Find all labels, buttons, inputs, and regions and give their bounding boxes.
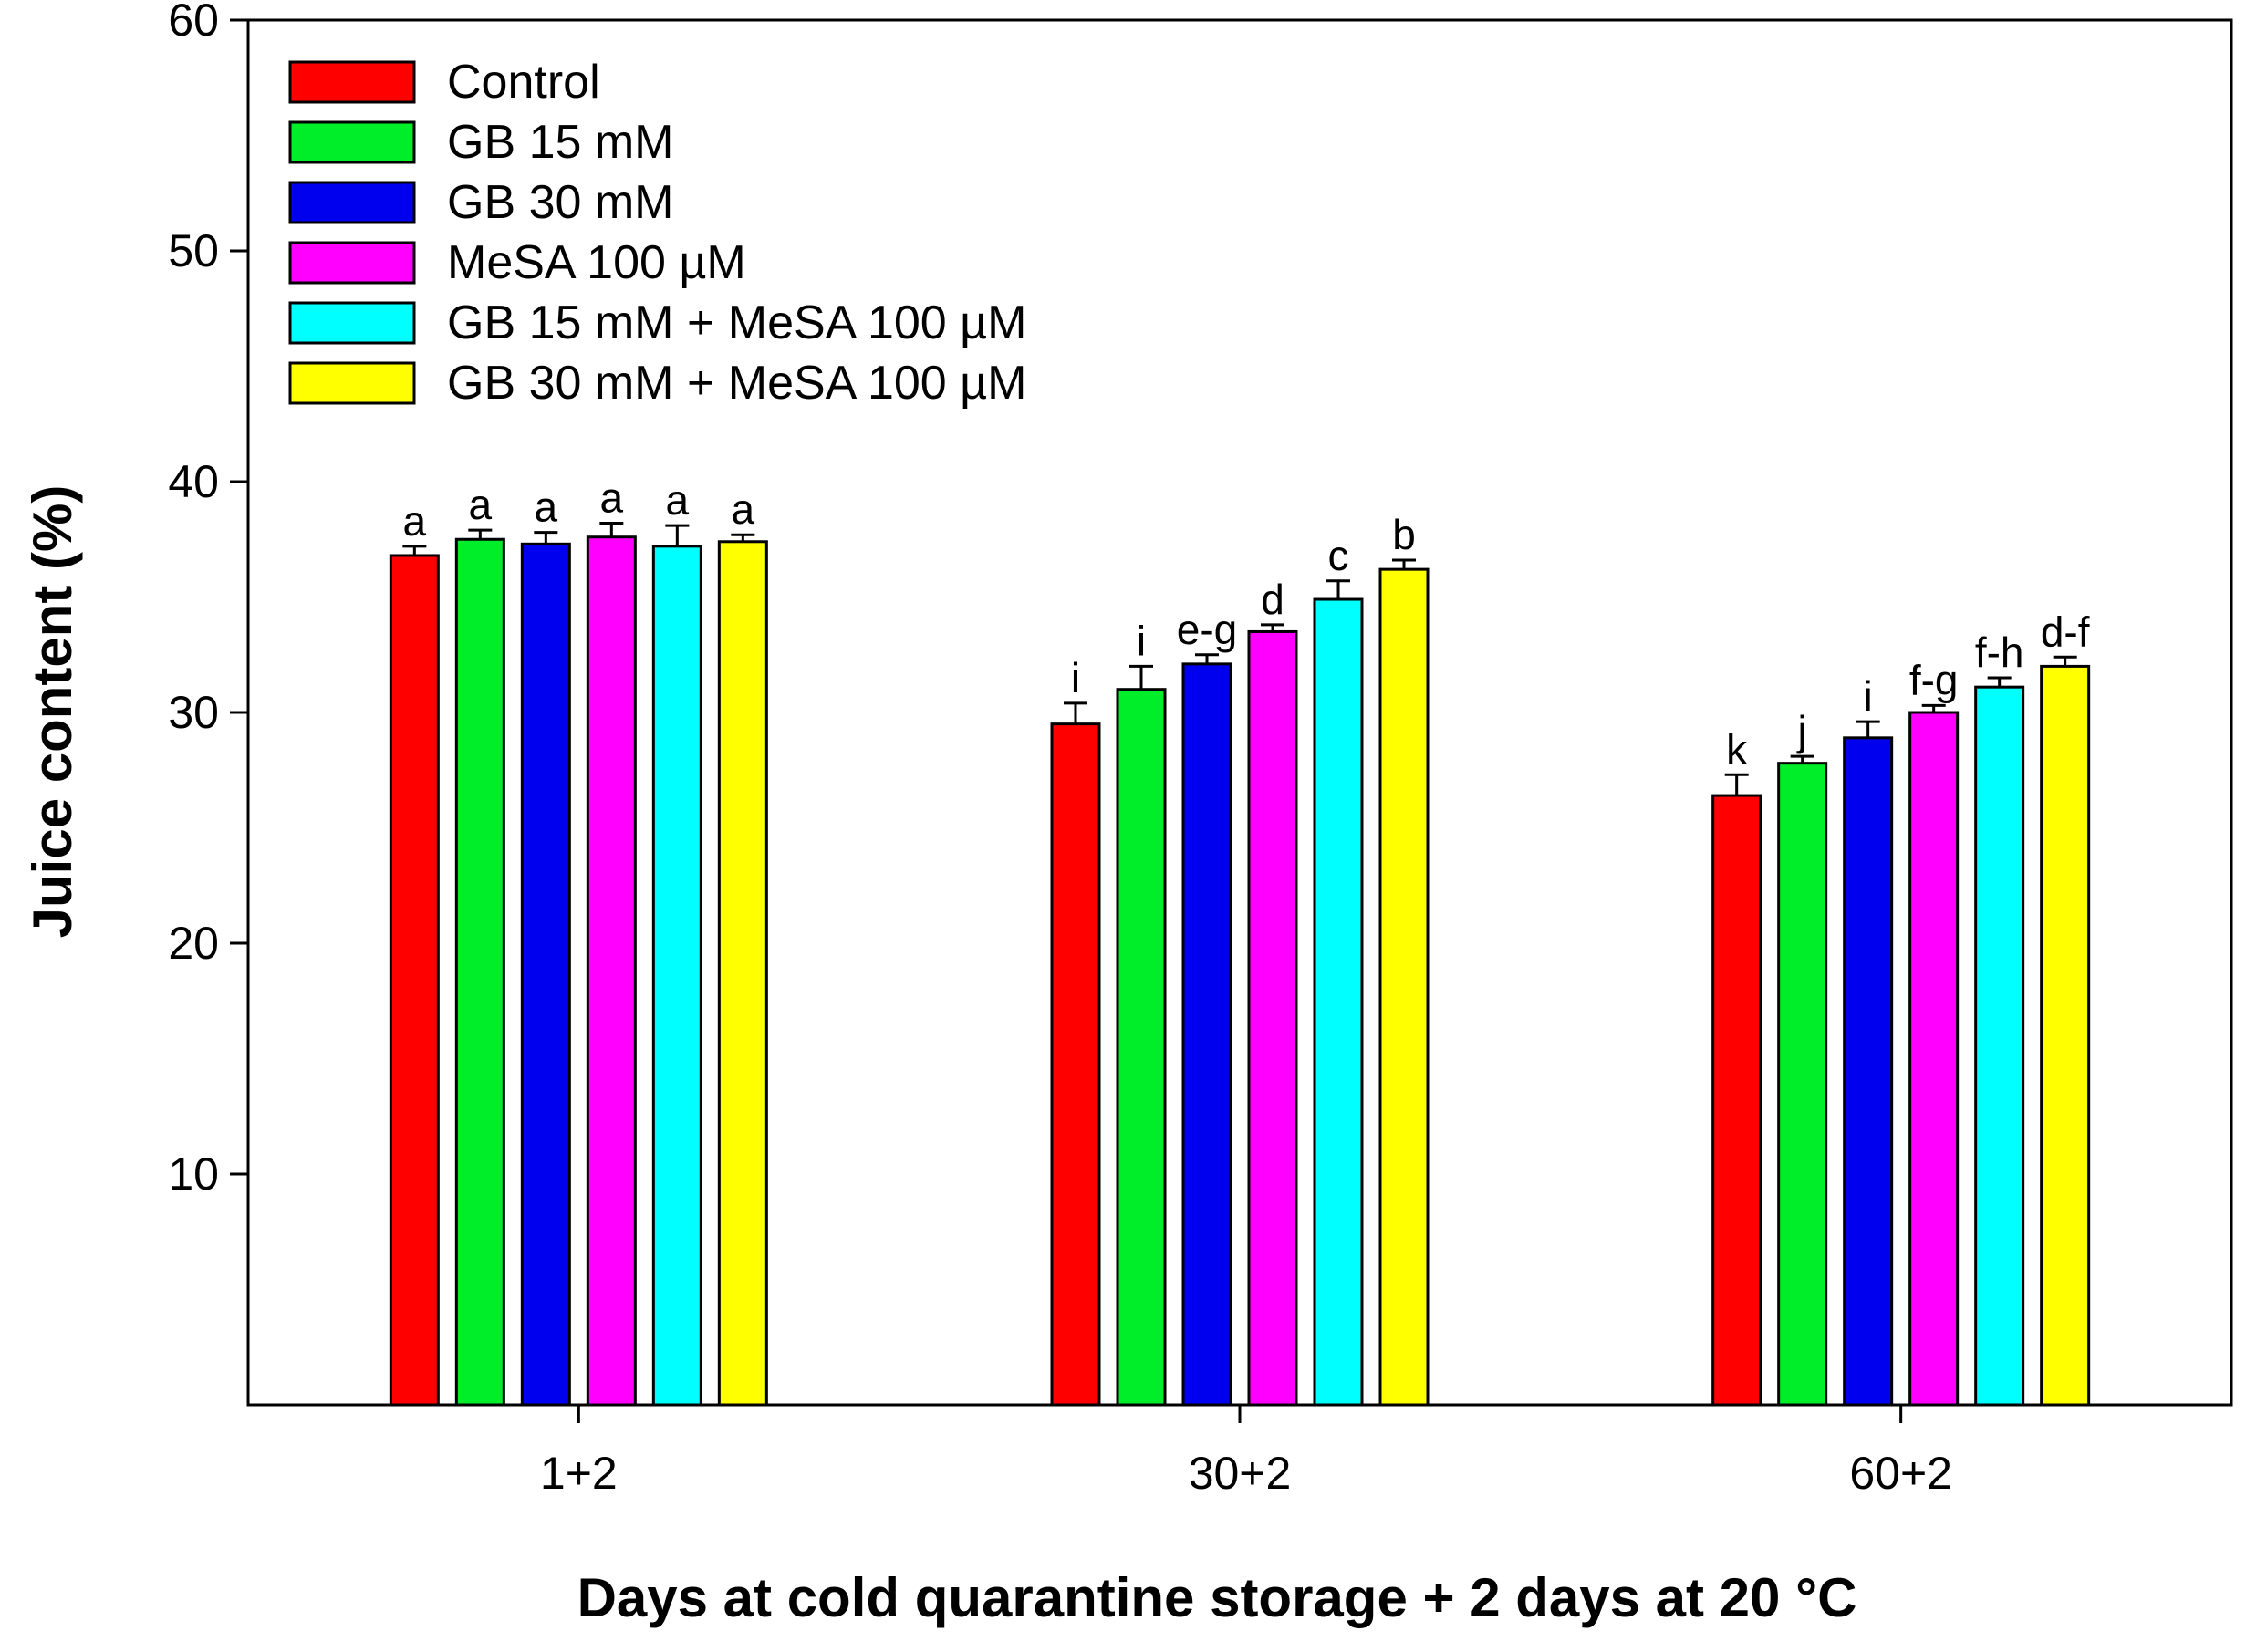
y-tick-label: 10 bbox=[168, 1148, 219, 1200]
y-tick-label: 40 bbox=[168, 456, 219, 507]
bar bbox=[717, 540, 768, 1407]
significance-letter: f-h bbox=[1975, 629, 2024, 676]
bar bbox=[651, 545, 702, 1407]
x-tick-label: 1+2 bbox=[540, 1448, 618, 1499]
bars bbox=[389, 522, 2091, 1407]
significance-letter: a bbox=[403, 497, 427, 545]
y-tick-label: 50 bbox=[168, 225, 219, 276]
bar bbox=[1711, 794, 1762, 1407]
bar bbox=[1843, 736, 1894, 1407]
bar bbox=[1777, 762, 1828, 1407]
y-tick-label: 30 bbox=[168, 687, 219, 738]
significance-letter: i bbox=[1864, 672, 1873, 720]
bar bbox=[2040, 664, 2091, 1407]
bar bbox=[1908, 711, 1960, 1407]
axes: 10 20 30 40 50 60 1+2 30+2 60+2 bbox=[168, 0, 2233, 1499]
significance-letter: b bbox=[1392, 511, 1416, 558]
bar bbox=[1313, 597, 1364, 1407]
significance-letter: c bbox=[1328, 532, 1349, 579]
significance-letter: d bbox=[1261, 576, 1284, 623]
x-tick-label: 30+2 bbox=[1189, 1448, 1292, 1499]
bar bbox=[389, 554, 440, 1407]
bar bbox=[586, 535, 637, 1407]
legend-swatch bbox=[288, 361, 416, 405]
y-tick-label: 60 bbox=[168, 0, 219, 46]
significance-letter: f-g bbox=[1909, 656, 1959, 703]
y-axis-title: Juice content (%) bbox=[22, 485, 83, 939]
significance-letter: a bbox=[469, 481, 493, 528]
significance-letter: e-g bbox=[1177, 606, 1237, 653]
bar bbox=[520, 542, 571, 1407]
legend-label: GB 15 mM + MeSA 100 µM bbox=[447, 296, 1026, 349]
significance-letter: a bbox=[732, 485, 755, 533]
bar bbox=[1116, 688, 1167, 1407]
legend-label: GB 30 mM + MeSA 100 µM bbox=[447, 357, 1026, 410]
significance-letter: k bbox=[1726, 725, 1748, 773]
significance-letter: j bbox=[1796, 707, 1807, 754]
bar bbox=[1247, 629, 1298, 1407]
bar bbox=[454, 537, 505, 1407]
significance-letter: i bbox=[1071, 654, 1080, 701]
legend-label: GB 15 mM bbox=[447, 116, 674, 169]
significance-letter: d-f bbox=[2041, 608, 2090, 655]
legend-label: Control bbox=[447, 56, 600, 109]
legend-swatch bbox=[288, 181, 416, 224]
significance-labels: a a a a a aii e-gdc bk ji f-gf-h d-f bbox=[403, 474, 2090, 774]
bar bbox=[1181, 662, 1232, 1407]
legend-swatch bbox=[288, 120, 416, 164]
significance-letter: a bbox=[535, 483, 558, 531]
significance-letter: a bbox=[600, 474, 624, 522]
legend-swatch bbox=[288, 60, 416, 104]
x-tick-label: 60+2 bbox=[1849, 1448, 1952, 1499]
legend-label: MeSA 100 µM bbox=[447, 236, 746, 289]
bar bbox=[1378, 567, 1430, 1407]
legend-swatch bbox=[288, 301, 416, 345]
significance-letter: a bbox=[666, 476, 690, 524]
legend: Control GB 15 mM GB 30 mM MeSA 100 µM GB 15 … bbox=[288, 56, 1026, 410]
significance-letter: i bbox=[1137, 617, 1146, 664]
legend-label: GB 30 mM bbox=[447, 176, 674, 229]
x-axis-title: Days at cold quarantine storage + 2 days… bbox=[577, 1567, 1857, 1628]
bar bbox=[1974, 685, 2025, 1407]
y-tick-label: 20 bbox=[168, 918, 219, 969]
legend-swatch bbox=[288, 241, 416, 285]
bar bbox=[1050, 722, 1101, 1407]
